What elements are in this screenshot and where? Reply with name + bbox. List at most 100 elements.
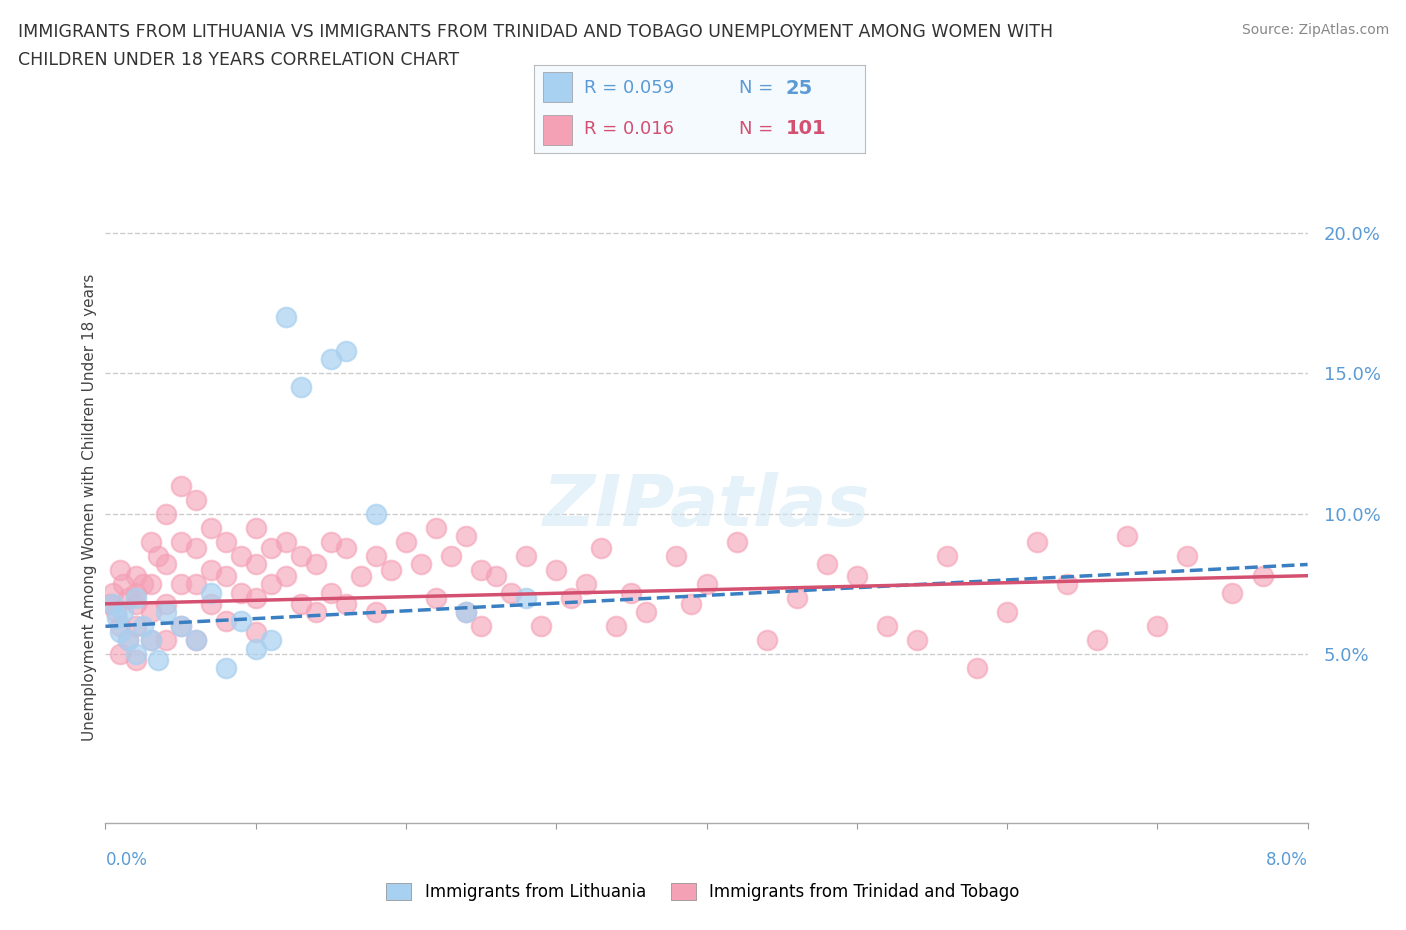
Point: [274, 535, 297, 550]
Point: [245, 591, 267, 605]
Point: [440, 549, 463, 564]
Point: [124, 653, 146, 668]
Point: [184, 577, 207, 591]
Point: [155, 604, 177, 619]
Point: [124, 647, 146, 662]
Point: [117, 633, 139, 648]
Point: [229, 585, 252, 600]
Point: [515, 591, 537, 605]
Point: [117, 633, 139, 648]
Point: [755, 633, 778, 648]
Point: [454, 529, 477, 544]
Point: [470, 563, 492, 578]
Point: [319, 585, 342, 600]
Text: ZIPatlas: ZIPatlas: [543, 472, 870, 541]
Point: [112, 577, 135, 591]
Point: [335, 343, 357, 358]
Point: [876, 618, 898, 633]
Point: [380, 563, 402, 578]
Point: [200, 521, 222, 536]
Point: [112, 604, 135, 619]
Point: [124, 591, 146, 605]
Point: [214, 661, 236, 676]
Point: [515, 549, 537, 564]
Point: [290, 380, 312, 395]
Text: N =: N =: [740, 79, 773, 97]
Point: [155, 507, 177, 522]
Point: [845, 568, 868, 583]
Text: R = 0.016: R = 0.016: [583, 120, 673, 138]
Point: [696, 577, 718, 591]
Point: [214, 613, 236, 628]
Point: [184, 633, 207, 648]
Point: [260, 577, 283, 591]
Point: [124, 618, 146, 633]
Point: [665, 549, 688, 564]
Text: Source: ZipAtlas.com: Source: ZipAtlas.com: [1241, 23, 1389, 37]
Point: [454, 604, 477, 619]
Point: [605, 618, 627, 633]
Point: [245, 624, 267, 639]
Point: [229, 613, 252, 628]
Point: [104, 604, 127, 619]
Point: [139, 633, 162, 648]
Point: [936, 549, 959, 564]
Point: [905, 633, 928, 648]
Point: [101, 585, 124, 600]
Point: [110, 618, 132, 633]
Point: [335, 540, 357, 555]
Point: [364, 604, 387, 619]
Bar: [543, 114, 572, 145]
Point: [139, 577, 162, 591]
Bar: [543, 73, 572, 102]
Point: [139, 535, 162, 550]
Point: [110, 624, 132, 639]
Point: [470, 618, 492, 633]
Point: [200, 585, 222, 600]
Point: [101, 596, 124, 611]
Point: [786, 591, 808, 605]
Point: [1222, 585, 1244, 600]
Point: [184, 633, 207, 648]
Point: [110, 647, 132, 662]
Point: [229, 549, 252, 564]
Point: [117, 591, 139, 605]
Point: [214, 568, 236, 583]
Point: [214, 535, 236, 550]
Point: [364, 507, 387, 522]
Point: [305, 604, 328, 619]
Point: [274, 310, 297, 325]
Point: [139, 604, 162, 619]
Point: [1251, 568, 1274, 583]
Point: [681, 596, 703, 611]
Point: [1056, 577, 1078, 591]
Point: [169, 618, 191, 633]
Point: [110, 563, 132, 578]
Point: [132, 618, 155, 633]
Text: 25: 25: [786, 78, 813, 98]
Point: [966, 661, 988, 676]
Point: [636, 604, 658, 619]
Y-axis label: Unemployment Among Women with Children Under 18 years: Unemployment Among Women with Children U…: [82, 273, 97, 740]
Point: [454, 604, 477, 619]
Point: [560, 591, 582, 605]
Point: [575, 577, 598, 591]
Text: 0.0%: 0.0%: [105, 851, 148, 870]
Point: [409, 557, 432, 572]
Point: [184, 492, 207, 507]
Point: [319, 352, 342, 366]
Text: 8.0%: 8.0%: [1265, 851, 1308, 870]
Point: [139, 633, 162, 648]
Point: [335, 596, 357, 611]
Point: [169, 478, 191, 493]
Point: [146, 549, 169, 564]
Point: [245, 521, 267, 536]
Point: [245, 642, 267, 657]
Point: [290, 596, 312, 611]
Point: [274, 568, 297, 583]
Point: [155, 633, 177, 648]
Point: [350, 568, 373, 583]
Point: [501, 585, 523, 600]
Point: [1175, 549, 1198, 564]
Text: N =: N =: [740, 120, 773, 138]
